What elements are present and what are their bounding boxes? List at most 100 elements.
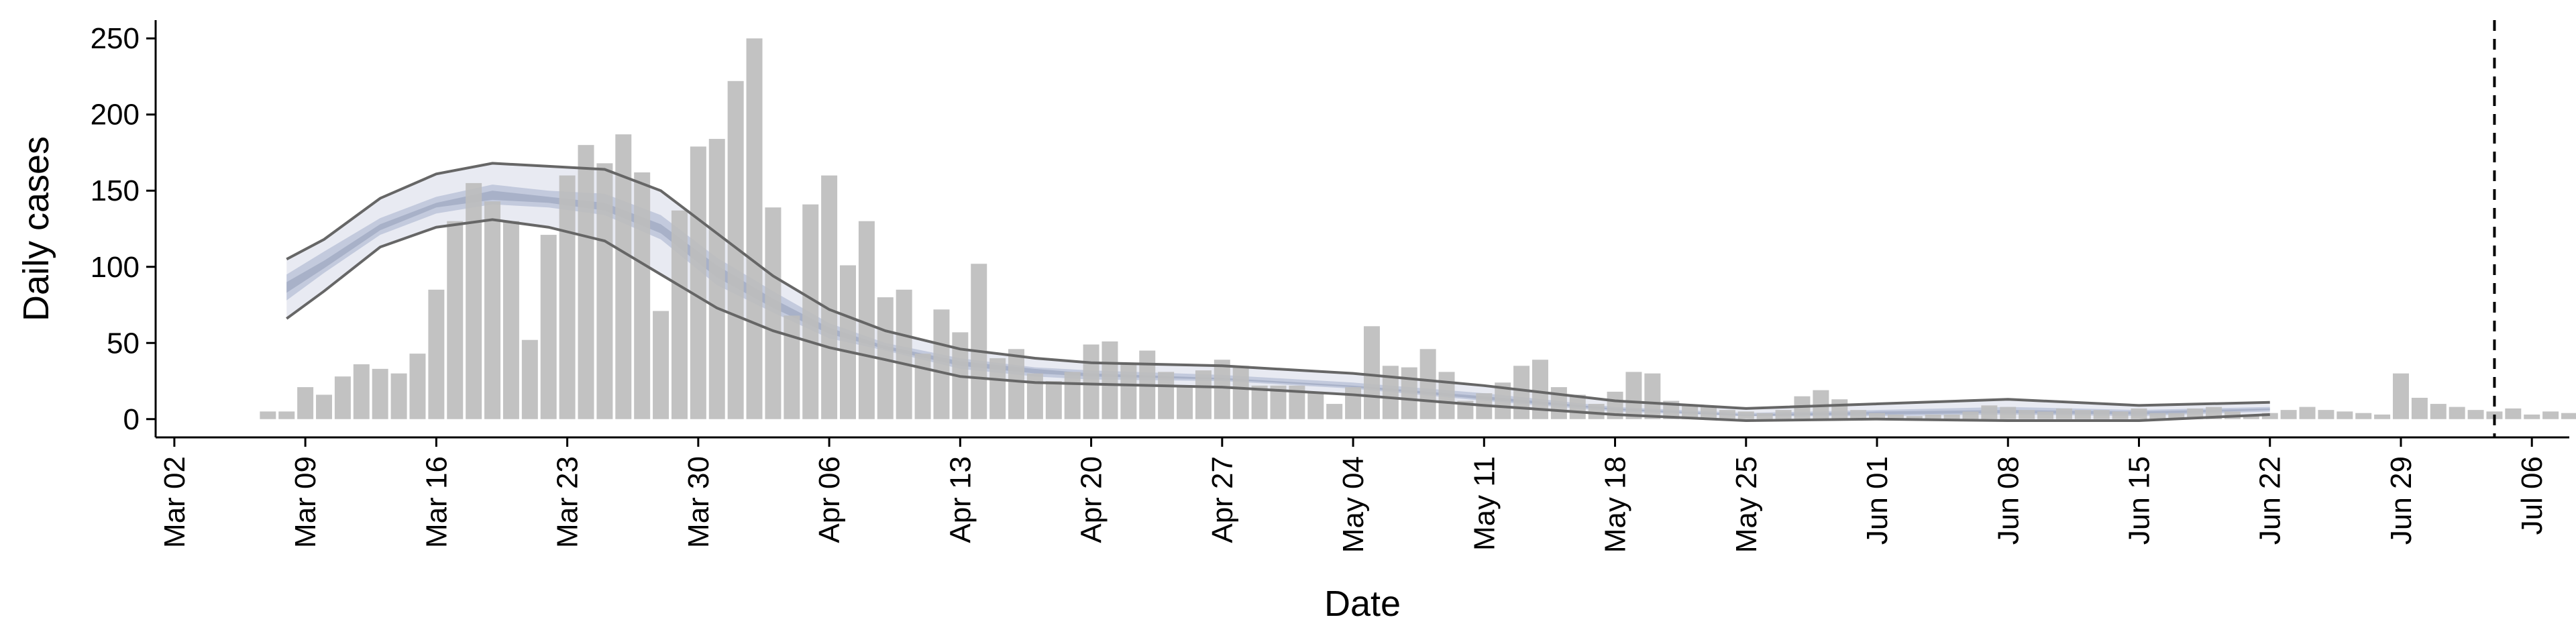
bar (559, 175, 576, 419)
x-tick-label: Mar 02 (158, 456, 191, 548)
bar (2037, 411, 2054, 419)
bar (2524, 414, 2540, 419)
bar (690, 146, 706, 419)
x-tick-label: Apr 20 (1075, 456, 1108, 543)
bar (1401, 367, 1417, 419)
bar (316, 394, 333, 419)
bar (971, 264, 987, 419)
x-tick-label: May 18 (1599, 456, 1632, 553)
bar (1962, 411, 1979, 419)
bar (1363, 326, 1380, 419)
bar (1495, 382, 1511, 419)
bar (1925, 414, 1941, 419)
bar (2374, 414, 2391, 419)
bar (2280, 410, 2297, 419)
bar (353, 364, 370, 419)
x-tick-label: Jun 22 (2254, 456, 2287, 545)
bar (1981, 405, 1998, 419)
bar (989, 358, 1006, 419)
bar (1756, 413, 1773, 419)
bar (1869, 413, 1886, 419)
bar (2505, 408, 2522, 419)
bar (1532, 360, 1548, 419)
bar (765, 207, 782, 419)
bar (1008, 349, 1024, 419)
interval-line-layer (286, 162, 2270, 423)
bar (1513, 366, 1530, 419)
bar (1438, 372, 1455, 419)
x-tick-label: Mar 30 (682, 456, 715, 548)
bar (521, 339, 538, 419)
x-tick-label: May 04 (1337, 456, 1370, 553)
bar (1064, 372, 1081, 419)
bar (447, 221, 464, 419)
bar (428, 289, 445, 419)
bar (1158, 372, 1175, 419)
x-tick-label: Apr 13 (944, 456, 977, 543)
bar (1607, 391, 1623, 419)
bar (1850, 410, 1867, 419)
bar (2318, 410, 2334, 419)
bar (1270, 385, 1287, 419)
bar (1719, 410, 1735, 419)
bar (466, 182, 482, 419)
y-tick-label: 0 (123, 403, 140, 436)
bar (671, 210, 688, 419)
bar (390, 373, 407, 419)
bar (1701, 407, 1717, 419)
x-tick-label: Mar 16 (420, 456, 453, 548)
y-tick-label: 100 (91, 251, 140, 284)
bar (1382, 366, 1399, 419)
bar (1887, 414, 1904, 419)
bar (1345, 387, 1362, 419)
bar (2131, 408, 2147, 419)
bar (1943, 414, 1960, 419)
x-tick-label: Jun 15 (2123, 456, 2155, 545)
bar (1419, 349, 1436, 419)
y-axis-ticks: 0 50 100 150 200 250 (91, 22, 156, 436)
bar (896, 289, 912, 419)
bar (2411, 397, 2428, 419)
bar (839, 265, 856, 419)
bar (653, 311, 669, 419)
bar (1550, 387, 1567, 419)
bar-layer (260, 38, 2576, 419)
bar (297, 387, 314, 419)
bar (634, 172, 651, 419)
bar (746, 38, 763, 419)
x-tick-label: May 25 (1730, 456, 1763, 553)
bar (821, 175, 838, 419)
bar (2561, 413, 2576, 419)
bar (2074, 410, 2091, 419)
bar (278, 411, 295, 419)
bar (1307, 391, 1324, 419)
bar (1588, 404, 1605, 419)
bar (1737, 411, 1754, 419)
lower-interval-line (286, 218, 2270, 423)
bar (1214, 360, 1230, 419)
bar (727, 80, 744, 419)
bar (2019, 410, 2035, 419)
bar (914, 354, 931, 419)
bar (1177, 385, 1193, 419)
bar (1644, 373, 1661, 419)
bar (877, 297, 894, 419)
bar (484, 201, 501, 419)
axes: 0 50 100 150 200 250 Mar 02 Mar 09 Mar 16 Mar 23… (91, 20, 2569, 553)
bar (2299, 407, 2316, 419)
bar (1232, 366, 1249, 419)
bar (2355, 413, 2372, 419)
upper-interval-line (286, 162, 2270, 410)
x-tick-label: Jul 06 (2516, 456, 2548, 535)
bar (540, 235, 557, 419)
bar (2542, 411, 2559, 419)
bar (334, 376, 351, 419)
x-tick-label: Apr 27 (1206, 456, 1239, 543)
bar (2430, 404, 2447, 419)
bar (2243, 416, 2259, 419)
bar (933, 309, 950, 419)
bar (615, 134, 632, 419)
bar (578, 145, 594, 419)
bar (2168, 413, 2185, 419)
